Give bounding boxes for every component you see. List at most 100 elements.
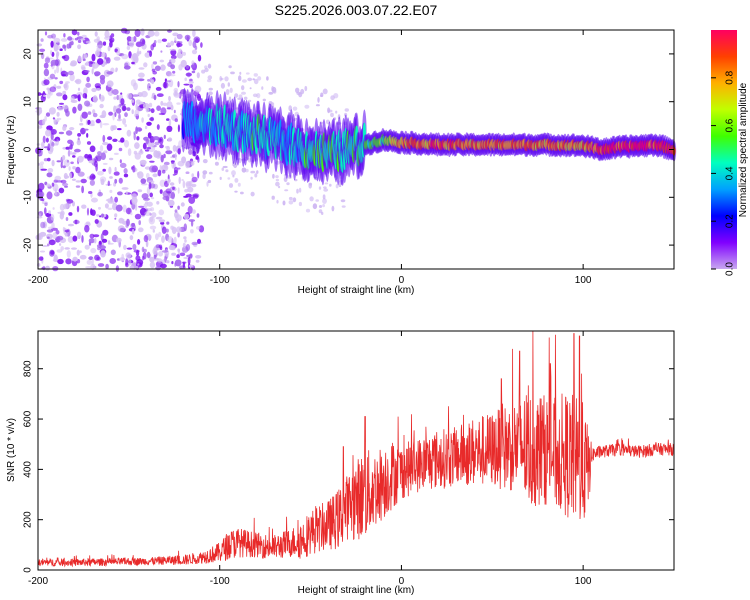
noise-speck [90,263,96,271]
noise-speck [160,154,164,163]
noise-speck [50,128,57,135]
noise-speck [152,247,158,255]
noise-speck [225,169,229,173]
noise-speck [266,76,269,81]
noise-speck [141,246,145,253]
noise-speck [250,170,256,174]
noise-speck [61,74,66,77]
snr-ytick-label: 0 [23,567,34,573]
noise-speck [62,94,68,101]
noise-speck [204,67,209,73]
noise-speck [64,247,70,250]
noise-speck [292,106,298,111]
noise-speck [88,160,94,164]
noise-speck [329,183,332,187]
noise-speck [87,111,92,115]
noise-speck [214,161,219,166]
noise-speck [222,165,228,169]
noise-speck [97,191,103,197]
noise-speck [292,197,297,203]
noise-speck [66,159,69,163]
noise-speck [298,92,303,98]
noise-speck [141,193,149,200]
noise-speck [131,196,138,205]
noise-speck [115,237,122,243]
noise-speck [108,157,114,161]
noise-speck [46,183,51,187]
noise-speck [126,218,130,227]
noise-speck [48,239,56,246]
noise-speck [77,31,80,36]
snr-xlabel: Height of straight line (km) [298,585,415,596]
noise-speck [241,85,245,91]
noise-speck [84,153,89,159]
noise-speck [238,94,243,99]
noise-speck [49,145,54,153]
noise-speck [151,197,155,200]
noise-speck [119,159,122,164]
noise-speck [40,221,46,229]
noise-speck [89,145,96,153]
colorbar-ticks: 0.0 0.2 0.4 0.6 0.8 [711,70,736,276]
noise-speck [188,196,196,204]
snr-xtick-label: 100 [575,576,592,587]
noise-speck [131,109,134,115]
noise-speck [109,176,113,179]
noise-speck [91,209,96,216]
noise-speck [112,89,119,95]
noise-speck [158,209,165,216]
noise-speck [69,41,72,49]
noise-speck [45,112,51,117]
spectrogram-ytick-label: -20 [23,237,34,252]
noise-speck [141,117,144,123]
noise-speck [41,198,45,202]
noise-speck [38,213,41,217]
noise-speck [182,180,186,189]
noise-speck [152,61,158,65]
noise-speck [81,34,87,38]
noise-speck [50,59,58,66]
noise-speck [88,191,93,194]
noise-speck [140,28,145,36]
noise-speck [181,178,184,182]
noise-speck [183,256,189,260]
noise-speck [131,222,136,227]
noise-speck [165,188,173,194]
noise-speck [102,134,106,143]
noise-speck [149,165,156,173]
noise-speck [58,105,61,109]
noise-speck [114,217,117,220]
noise-speck [202,159,208,164]
noise-speck [177,167,181,170]
noise-speck [197,156,200,163]
snr-ytick-label: 800 [23,360,34,377]
spectrogram-ytick-label: 20 [23,48,34,60]
noise-speck [65,130,73,136]
noise-speck [172,173,176,176]
colorbar-tick-label: 0.6 [725,118,736,132]
noise-speck [180,59,187,68]
noise-speck [76,231,82,239]
noise-speck [201,69,206,74]
noise-speck [50,40,54,48]
noise-speck [161,169,166,174]
noise-speck [50,214,55,221]
noise-speck [62,104,69,110]
noise-speck [190,64,196,69]
noise-speck [196,213,200,218]
colorbar: 0.0 0.2 0.4 0.6 0.8 Normalized spectral ampl… [711,30,749,276]
noise-speck [110,125,115,132]
noise-speck [138,128,142,132]
noise-speck [177,205,180,210]
noise-speck [81,204,87,209]
noise-speck [160,64,166,71]
noise-speck [38,256,44,261]
noise-speck [165,150,173,155]
noise-speck [138,67,145,70]
noise-speck [100,233,104,241]
noise-speck [126,36,132,42]
noise-speck [47,243,50,247]
noise-speck [194,85,202,93]
